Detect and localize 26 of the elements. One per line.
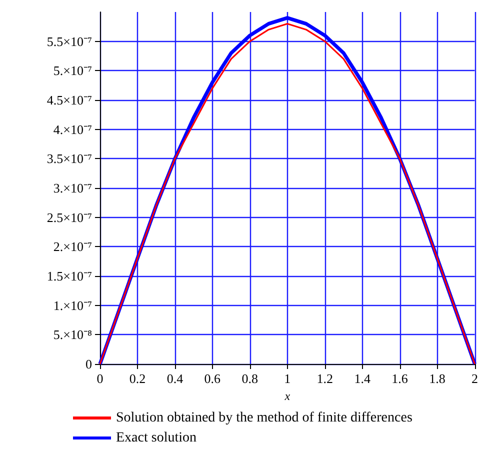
y-tick-label: 5.×10⁻⁸ xyxy=(53,327,92,342)
x-tick-label: 0.4 xyxy=(166,371,184,386)
x-tick-label: 0.8 xyxy=(242,371,258,386)
x-tick-label: 0.6 xyxy=(204,371,222,386)
x-tick-label: 1.8 xyxy=(429,371,446,386)
y-tick-label: 0 xyxy=(86,356,92,372)
x-tick-label: 0 xyxy=(96,371,104,386)
x-tick-label: 1.4 xyxy=(354,371,371,386)
x-tick-label: 1.6 xyxy=(392,371,408,386)
x-tick-label: 2 xyxy=(472,371,478,386)
y-tick-label: 4.×10⁻⁷ xyxy=(53,122,92,137)
x-tick-label: 0.2 xyxy=(129,371,146,386)
x-tick-label: 1.2 xyxy=(316,371,333,386)
y-tick-label: 5.×10⁻⁷ xyxy=(53,63,92,78)
x-tick-label: 1 xyxy=(284,371,291,386)
y-tick-label: 1.5×10⁻⁷ xyxy=(46,268,92,284)
y-tick-label: 5.5×10⁻⁷ xyxy=(46,34,92,49)
y-tick-label: 1.×10⁻⁷ xyxy=(53,298,92,313)
y-tick-label: 2.×10⁻⁷ xyxy=(53,239,92,254)
y-tick-label: 3.×10⁻⁷ xyxy=(53,180,92,196)
legend-label: Exact solution xyxy=(116,430,196,446)
x-axis-title: x xyxy=(284,388,291,403)
y-tick-label: 4.5×10⁻⁷ xyxy=(46,92,92,108)
legend-label: Solution obtained by the method of finite differences xyxy=(116,410,412,426)
y-tick-label: 2.5×10⁻⁷ xyxy=(46,210,92,225)
y-tick-label: 3.5×10⁻⁷ xyxy=(46,151,92,166)
